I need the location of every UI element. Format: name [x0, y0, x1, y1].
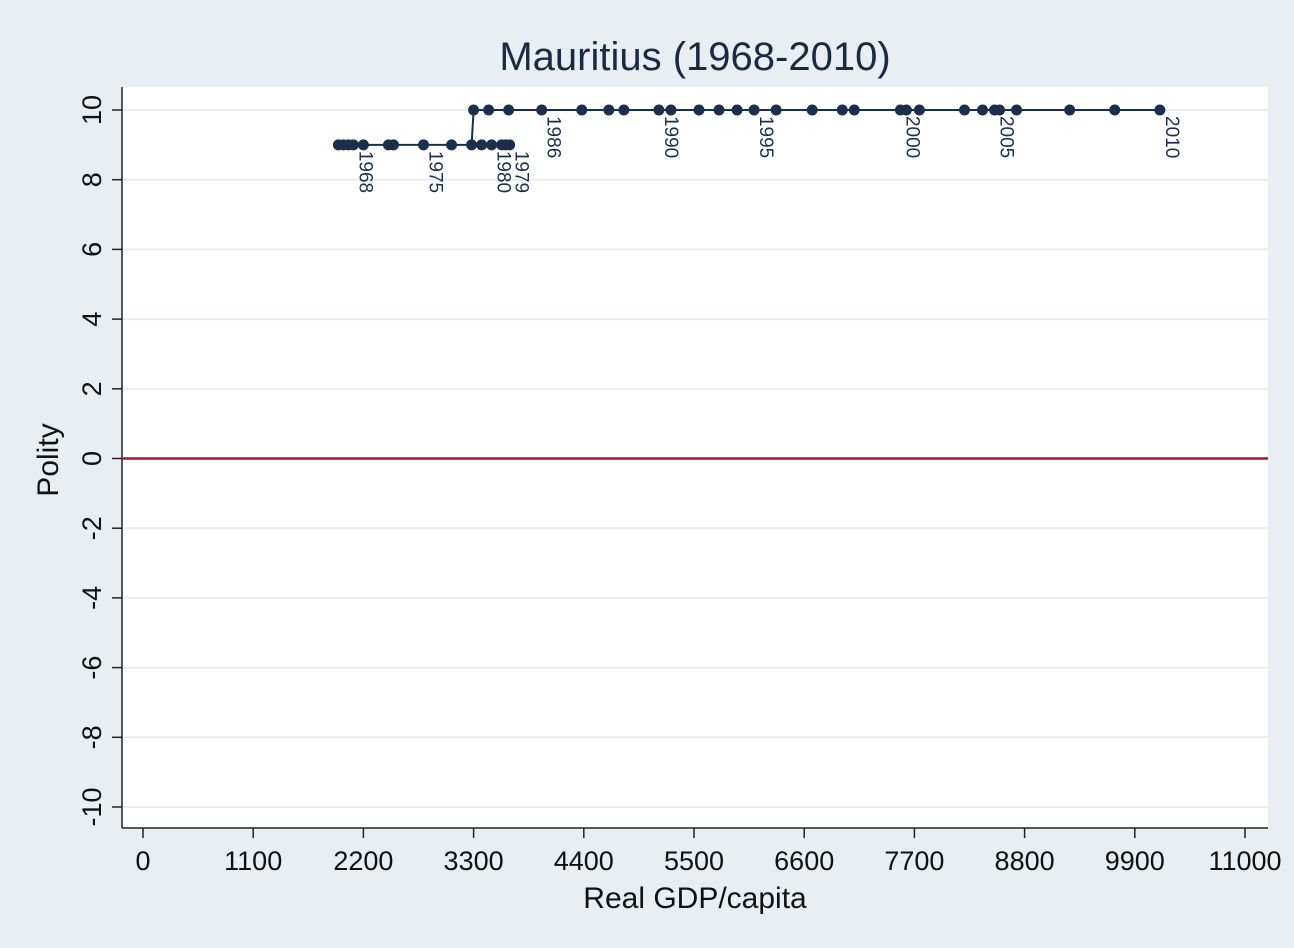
data-point: [1064, 104, 1076, 116]
data-point: [576, 104, 588, 116]
data-point: [468, 104, 480, 116]
data-point: [342, 139, 354, 151]
data-point: [748, 104, 760, 116]
y-axis-label: Polity: [32, 423, 65, 496]
data-point: [994, 104, 1006, 116]
x-tick-label: 11000: [1208, 846, 1281, 876]
point-label: 2010: [1161, 116, 1182, 158]
data-point: [466, 139, 478, 151]
data-point: [693, 104, 705, 116]
point-label: 1975: [425, 151, 446, 193]
y-tick-label: 8: [77, 172, 107, 187]
data-point: [1109, 104, 1121, 116]
data-point: [603, 104, 615, 116]
data-point: [665, 104, 677, 116]
point-label: 1990: [660, 116, 681, 158]
data-point: [848, 104, 860, 116]
point-label: 2000: [901, 116, 922, 158]
x-axis-label: Real GDP/capita: [583, 882, 807, 915]
x-tick-label: 5500: [664, 846, 724, 876]
data-point: [418, 139, 430, 151]
y-tick-label: -6: [77, 656, 107, 680]
point-label: 1968: [354, 151, 375, 193]
y-tick-label: -10: [77, 787, 107, 826]
data-point: [486, 139, 498, 151]
data-point: [900, 104, 912, 116]
y-tick-label: -2: [77, 516, 107, 540]
x-tick-label: 9900: [1105, 846, 1165, 876]
data-point: [357, 139, 369, 151]
x-tick-label: 7700: [884, 846, 944, 876]
point-label: 1986: [543, 116, 564, 158]
y-tick-label: 0: [77, 451, 107, 466]
point-label: 1979: [511, 151, 532, 193]
data-point: [500, 139, 512, 151]
data-point: [713, 104, 725, 116]
data-point: [958, 104, 970, 116]
x-tick-label: 1100: [224, 846, 282, 876]
data-point: [1011, 104, 1023, 116]
data-point: [653, 104, 665, 116]
x-tick-label: 8800: [995, 846, 1055, 876]
x-tick-label: 4400: [554, 846, 614, 876]
x-tick-label: 2200: [333, 846, 393, 876]
y-tick-label: 6: [77, 242, 107, 257]
y-tick-label: -4: [77, 586, 107, 610]
y-tick-label: 2: [77, 381, 107, 396]
data-point: [731, 104, 743, 116]
data-point: [618, 104, 630, 116]
data-point: [446, 139, 458, 151]
data-point: [1154, 104, 1166, 116]
point-label: 1995: [755, 116, 776, 158]
data-point: [483, 104, 495, 116]
data-point: [387, 139, 399, 151]
chart-title: Mauritius (1968-2010): [499, 35, 890, 79]
y-tick-label: 10: [77, 95, 107, 125]
x-tick-label: 3300: [444, 846, 504, 876]
x-tick-label: 0: [135, 846, 150, 876]
point-label: 1980: [493, 151, 514, 193]
axes: -10 -8 -6 -4 -2 0 2 4 6 8 10 0 1100 2200 3300 4400 5500 6…: [77, 87, 1282, 876]
data-point: [913, 104, 925, 116]
y-tick-label: 4: [77, 312, 107, 327]
point-label: 2005: [996, 116, 1017, 158]
data-point: [770, 104, 782, 116]
data-point: [836, 104, 848, 116]
x-tick-label: 6600: [774, 846, 834, 876]
data-point: [806, 104, 818, 116]
data-point: [977, 104, 989, 116]
data-point: [503, 104, 515, 116]
y-tick-label: -8: [77, 725, 107, 749]
data-point: [536, 104, 548, 116]
data-point: [476, 139, 488, 151]
data-points: [332, 104, 1166, 151]
